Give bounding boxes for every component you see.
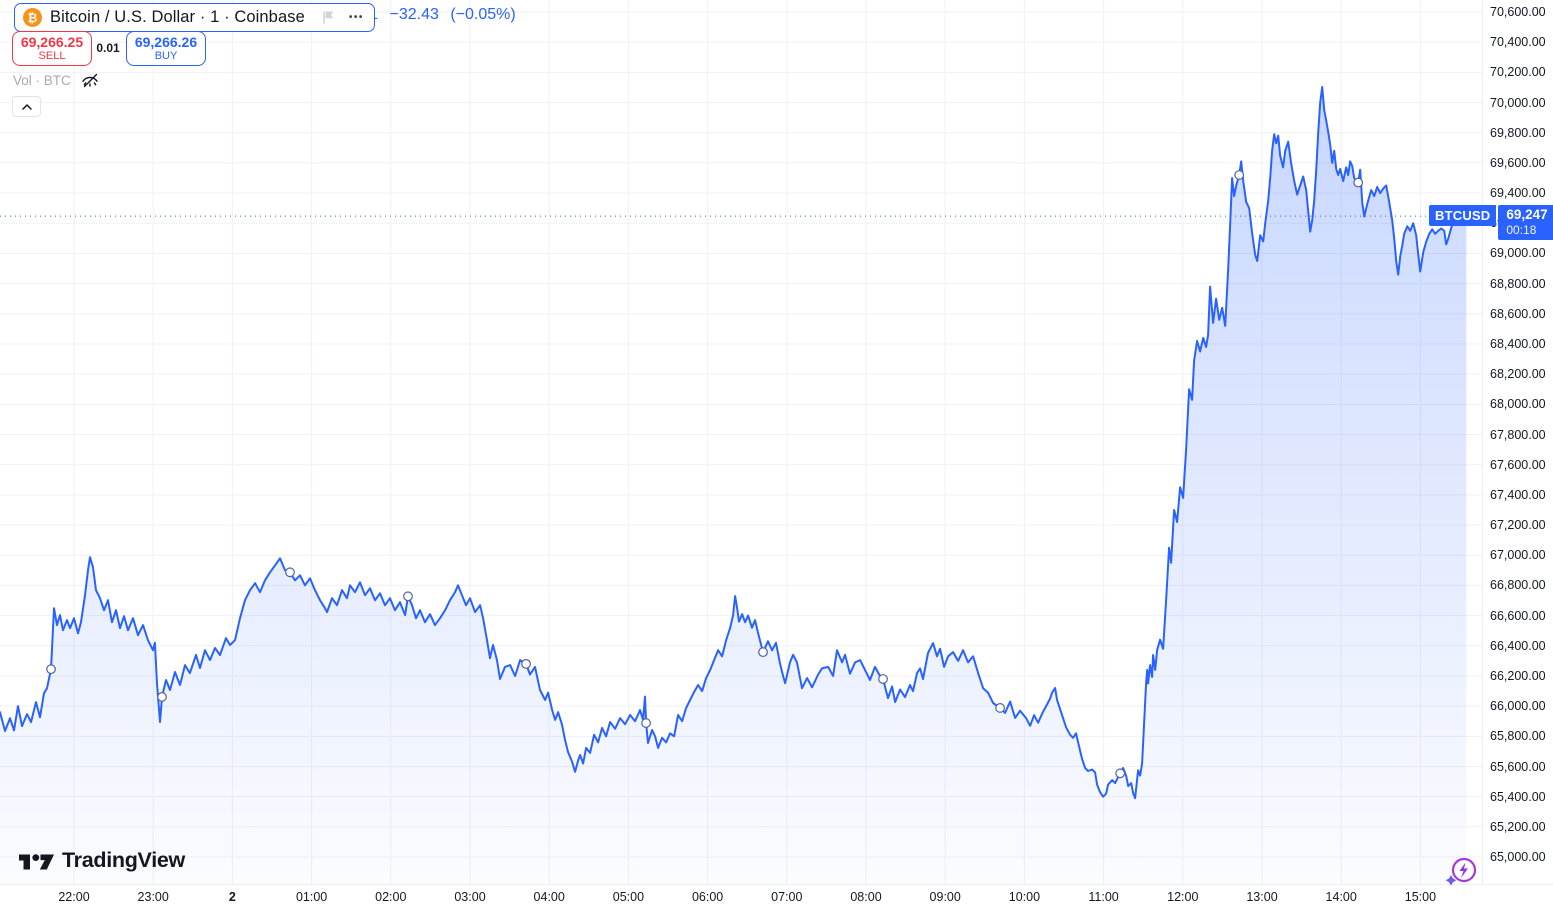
y-axis-label: 69,000.00 [1490,246,1546,261]
y-axis-label: 67,800.00 [1490,427,1546,442]
data-point-marker [157,692,167,702]
eye-hidden-icon[interactable] [81,73,100,88]
lightning-icon [1445,857,1477,886]
y-axis-label: 66,200.00 [1490,668,1546,683]
x-axis-label: 12:00 [1167,890,1199,904]
quick-action-button[interactable] [1444,855,1480,889]
price-change-percent: (−0.05%) [450,6,516,23]
spread-value: 0.01 [96,40,120,55]
data-point-markers [46,170,1364,779]
y-axis-label: 66,600.00 [1490,608,1546,623]
x-axis-label: 05:00 [612,890,645,904]
buy-price: 69,266.26 [134,33,198,50]
price-scale-edge-strip [1548,205,1553,239]
x-axis-label: 22:00 [58,890,90,904]
bitcoin-icon: ₿ [23,8,42,27]
x-axis-label: 15:00 [1404,890,1437,904]
volume-legend: Vol · BTC [13,73,100,88]
data-point-marker [641,718,651,728]
y-axis-label: 69,800.00 [1490,125,1546,140]
tradingview-logo[interactable]: TradingView [18,848,185,873]
y-axis-label: 65,600.00 [1490,759,1546,774]
price-change: −32.43 [389,6,439,23]
y-axis-label: 68,800.00 [1490,276,1546,291]
sell-price: 69,266.25 [20,33,84,50]
y-axis-label: 69,600.00 [1490,155,1546,170]
data-point-marker [1234,170,1245,180]
x-axis-label: 04:00 [533,890,565,904]
y-axis-label: 65,800.00 [1490,729,1546,744]
current-price-box: 69,247.61 00:18 [1498,205,1553,241]
y-axis-label: 70,000.00 [1490,95,1546,110]
x-axis-label: 08:00 [850,890,882,904]
y-axis-label: 65,400.00 [1490,789,1546,804]
flag-icon[interactable] [321,10,336,25]
data-point-marker [403,591,413,602]
y-axis-label: 70,600.00 [1490,5,1546,19]
data-point-marker [1115,768,1126,779]
y-axis-label: 68,200.00 [1490,367,1546,382]
x-axis-label: 13:00 [1246,890,1278,904]
y-axis-label: 66,000.00 [1490,699,1546,714]
bitcoin-glyph: ₿ [27,10,38,25]
collapse-panel-button[interactable] [12,96,41,117]
x-axis-label: 03:00 [454,890,486,904]
data-point-marker [285,567,295,578]
symbol-selector[interactable]: ₿ Bitcoin / U.S. Dollar · 1 · Coinbase •… [14,3,375,32]
bar-countdown: 00:18 [1506,223,1537,238]
price-chart-canvas[interactable] [0,0,1482,884]
y-axis-label: 68,400.00 [1490,336,1546,351]
y-axis-label: 67,400.00 [1490,487,1546,502]
x-axis-label: 2 [228,890,236,904]
time-axis[interactable]: 22:00 23:00 2 01:00 02:00 03:00 04:00 05:00 06:0… [0,884,1553,910]
current-price-label[interactable]: BTCUSD 69,247.61 00:18 [1429,205,1553,241]
sell-button[interactable]: 69,266.25 SELL [12,31,92,66]
y-axis-label: 70,400.00 [1490,35,1546,50]
tradingview-logo-icon [19,854,54,870]
y-axis-label: 65,200.00 [1490,819,1546,834]
sell-label: SELL [38,49,66,62]
y-axis-label: 67,000.00 [1490,548,1546,563]
x-axis-label: 06:00 [691,890,724,904]
x-axis-label: 11:00 [1088,890,1119,904]
y-axis-label: 70,200.00 [1490,65,1546,80]
data-point-marker [758,647,768,658]
y-axis-label: 68,600.00 [1490,306,1546,321]
y-axis-label: 67,600.00 [1490,457,1546,472]
price-axis[interactable]: 70,600.00 70,400.00 70,200.00 70,000.00 69,8… [1482,0,1553,884]
x-axis-label: 14:00 [1325,890,1357,904]
x-axis-label: 07:00 [771,890,803,904]
tradingview-logo-text: TradingView [62,848,185,872]
x-axis-label: 23:00 [137,890,169,904]
symbol-badge: BTCUSD [1429,205,1497,227]
chevron-up-icon [21,103,32,110]
x-axis-label: 02:00 [375,890,407,904]
symbol-title: Bitcoin / U.S. Dollar · 1 · Coinbase [50,8,305,26]
y-axis-label: 67,200.00 [1490,518,1546,533]
x-axis-label: 09:00 [929,890,961,904]
data-point-marker [521,658,531,669]
x-axis-label: 01:00 [295,890,328,904]
buy-button[interactable]: 69,266.26 BUY [126,31,206,66]
y-axis-label: 66,400.00 [1490,638,1546,653]
x-axis-label: 10:00 [1008,890,1041,904]
data-point-marker [1353,177,1364,188]
y-axis-label: 68,000.00 [1490,397,1546,412]
y-axis-label: 65,000.00 [1490,850,1546,865]
more-options-button[interactable]: ••• [348,12,364,23]
volume-label: Vol · BTC [13,73,71,88]
buy-label: BUY [154,49,178,62]
y-axis-label: 66,800.00 [1490,578,1546,593]
data-point-marker [878,674,888,684]
current-price-value: 69,247.61 [1506,207,1553,223]
area-fill [0,87,1467,884]
data-point-marker [995,703,1005,713]
data-point-marker [46,664,56,675]
y-axis-label: 69,400.00 [1490,186,1546,201]
